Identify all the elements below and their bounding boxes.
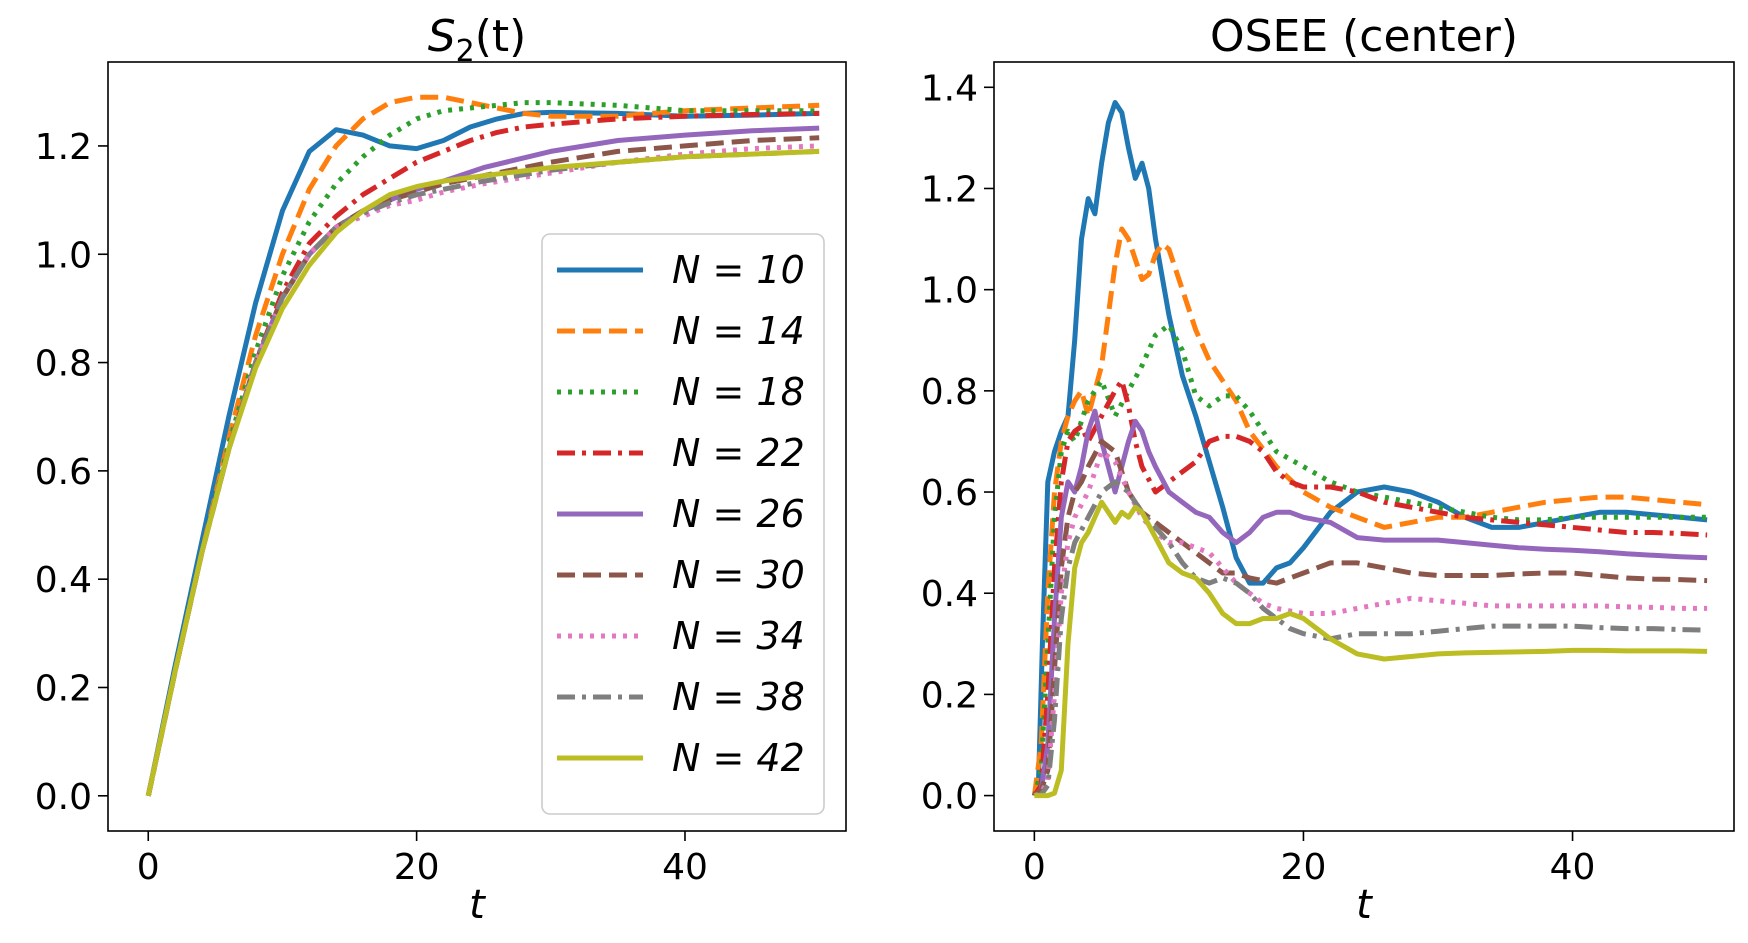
right-y-tick-label: 0.8: [921, 372, 978, 413]
left-series-line-n18: [145, 100, 820, 797]
right-series-line-n42: [1034, 499, 1708, 799]
right-x-axis: 0 20 40: [1023, 831, 1596, 888]
right-y-tick-label: 0.2: [921, 675, 978, 716]
right-y-tick-label: 0.4: [921, 574, 978, 615]
left-y-tick-label: 0.6: [35, 452, 92, 493]
legend-label: N = 14: [672, 309, 805, 353]
left-y-tick-label: 0.8: [35, 344, 92, 385]
left-series-line-n10: [145, 109, 820, 797]
right-chart-panel: OSEE (center) 0.0 0.2 0.4 0.6 0.8 1.0 1.2 1.4 0…: [921, 11, 1735, 928]
legend-label: N = 26: [672, 492, 805, 536]
left-axes-frame: [107, 61, 847, 832]
right-y-tick-label: 0.0: [921, 777, 978, 818]
legend-label: N = 30: [672, 553, 805, 597]
right-y-tick-label: 1.0: [921, 271, 978, 312]
right-y-tick-label: 0.6: [921, 473, 978, 514]
left-title-suffix: (t): [475, 11, 527, 62]
left-series-line-n14: [145, 94, 820, 797]
left-chart-title: S2(t): [428, 11, 527, 69]
left-title-main: S: [428, 11, 456, 62]
legend: N = 10 N = 14 N = 18 N = 22 N = 26 N = 30 N = …: [541, 233, 825, 815]
legend-label: N = 18: [672, 370, 805, 414]
left-series-group: [145, 94, 820, 797]
left-series-line-n42: [145, 148, 820, 797]
right-axes-frame: [993, 61, 1735, 832]
left-x-axis-label: t: [469, 882, 486, 928]
right-series-line-n26: [1032, 408, 1708, 798]
left-series-line-n34: [145, 143, 820, 797]
right-series-line-n10: [1032, 100, 1708, 797]
right-chart-title: OSEE (center): [1210, 11, 1518, 62]
legend-label: N = 38: [672, 675, 805, 719]
left-y-tick-label: 0.4: [35, 560, 92, 601]
left-y-tick-label: 0.2: [35, 668, 92, 709]
right-x-tick-label: 20: [1281, 847, 1327, 888]
right-x-tick-label: 40: [1550, 847, 1596, 888]
left-title-subscript: 2: [456, 34, 475, 69]
right-x-axis-label: t: [1356, 882, 1373, 928]
left-x-tick-label: 40: [662, 847, 708, 888]
right-series-line-n30: [1032, 438, 1708, 798]
legend-label: N = 34: [672, 614, 805, 658]
left-y-tick-label: 0.0: [35, 777, 92, 818]
right-series-line-n38: [1034, 479, 1708, 799]
legend-box: [541, 233, 825, 815]
left-y-tick-label: 1.0: [35, 235, 92, 276]
right-y-tick-label: 1.2: [921, 169, 978, 210]
right-series-line-n22: [1032, 378, 1708, 797]
legend-label: N = 10: [672, 248, 805, 292]
left-y-tick-label: 1.2: [35, 127, 92, 168]
right-series-line-n14: [1031, 226, 1708, 796]
right-series-line-n18: [1031, 322, 1708, 797]
right-x-tick-label: 0: [1023, 847, 1046, 888]
left-x-tick-label: 20: [394, 847, 440, 888]
right-series-group: [1031, 100, 1708, 799]
left-chart-panel: S2(t) 0.0 0.2 0.4 0.6 0.8 1.0 1.2 0 20 40 t N = …: [35, 11, 847, 928]
left-y-axis: 0.0 0.2 0.4 0.6 0.8 1.0 1.2: [35, 127, 108, 818]
right-y-tick-label: 1.4: [921, 68, 978, 109]
right-y-axis: 0.0 0.2 0.4 0.6 0.8 1.0 1.2 1.4: [921, 68, 994, 818]
right-series-line-n34: [1033, 449, 1708, 798]
left-x-tick-label: 0: [137, 847, 160, 888]
left-x-axis: 0 20 40: [137, 831, 708, 888]
legend-label: N = 22: [672, 431, 805, 475]
legend-label: N = 42: [672, 736, 805, 780]
